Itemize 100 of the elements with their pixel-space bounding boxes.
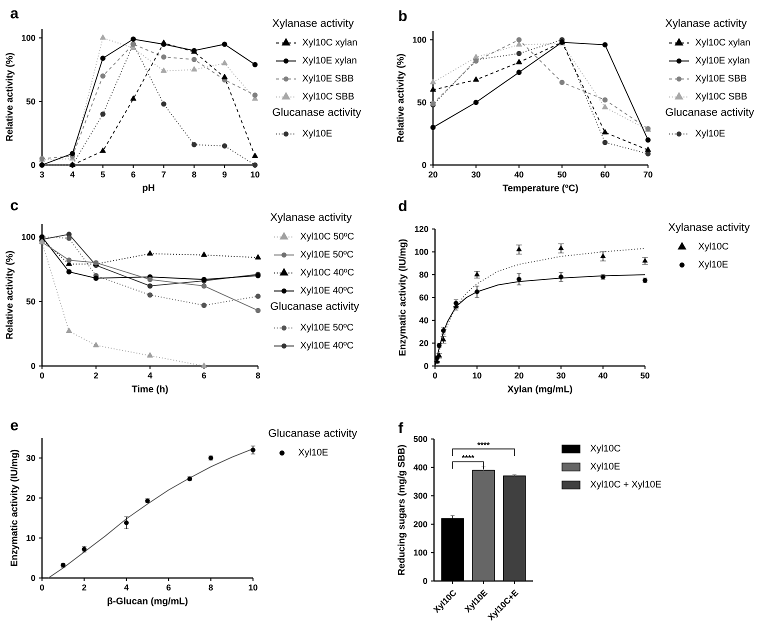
x-tick-label: 2 [82,584,86,590]
legend-title: Xylanase activity [665,18,747,30]
x-tick-label: 6 [166,584,171,590]
legend-label: Xyl10E [298,448,328,458]
y-axis-title: Relative activity (%) [6,53,15,141]
x-tick-label: 60 [600,172,610,178]
y-tick-label: 0 [31,162,36,168]
legend-title: Xylanase activity [270,212,352,224]
x-tick-label: 30 [556,372,566,379]
y-tick-label: 40 [419,317,428,324]
x-axis-title: Temperature (ºC) [502,184,578,194]
y-axis-title: Relative activity (%) [396,54,406,142]
legend-label: Xyl10C xylan [302,38,357,48]
x-tick-label: 10 [472,372,482,378]
x-axis-title: β-Glucan (mg/mL) [108,597,188,606]
legend-label: Xyl10E [698,260,728,270]
x-tick-label: 2 [94,372,98,378]
x-tick-label: 0 [40,584,44,590]
x-tick-label: 8 [192,172,196,178]
y-tick-label: 30 [26,455,36,462]
y-tick-label: 0 [422,162,426,168]
legend-label: Xyl10C SBB [695,92,747,102]
x-tick-label: 9 [222,172,227,178]
x-tick-label: 0 [40,372,44,378]
legend-label: Xyl10C [590,444,620,454]
chart-title: f [398,422,404,434]
x-tick-label: 5 [100,172,105,178]
y-tick-label: 400 [413,464,428,470]
legend-label: Xyl10C SBB [302,92,354,102]
y-tick-label: 100 [414,248,428,255]
x-tick-label: 10 [248,584,258,590]
legend-title: Glucanase activity [268,428,358,440]
x-tick-label: 10 [250,172,260,178]
legend-label: Xyl10C 50ºC [300,232,354,242]
x-tick-label: 0 [432,372,438,378]
x-tick-label: 70 [644,172,652,178]
y-tick-label: 500 [414,436,428,442]
y-tick-label: 0 [423,578,428,584]
legend-title: Xylanase activity [272,18,354,30]
x-tick-label: 20 [514,372,524,378]
chart-title: e [10,422,18,430]
x-tick-label: 8 [256,372,260,378]
y-axis-title: Relative activity (%) [6,251,15,339]
x-tick-label: 50 [558,172,566,178]
legend-title: Xylanase activity [668,222,750,234]
legend-label: Xyl10E xylan [302,56,356,66]
chart-title: c [10,202,18,210]
y-tick-label: 100 [22,34,36,41]
y-tick-label: 0 [31,575,36,581]
chart-title: b [399,10,407,22]
y-tick-label: 0 [424,363,428,369]
legend-label: Xyl10E [590,462,620,472]
y-axis-title: Reducing sugars (mg/g SBB) [398,445,407,575]
y-tick-label: 80 [419,272,428,278]
text: Glucanase activity [270,302,360,312]
y-axis-title: Enzymatic activity (IU/mg) [398,239,408,356]
legend-label: Xyl10E SBB [695,74,746,84]
y-tick-label: 200 [414,521,428,528]
x-axis-title: Time (h) [132,385,168,394]
x-tick-label: 20 [428,172,438,178]
x-tick-label: 4 [148,372,152,378]
legend-label: Xyl10C + Xyl10E [590,480,662,490]
chart-title: d [398,200,406,212]
y-tick-label: 100 [412,36,426,43]
y-tick-label: 300 [414,492,428,499]
legend-label: Xyl10C [698,242,728,252]
legend-label: Xyl10E 50ºC [300,324,354,332]
x-tick-label: 6 [202,372,206,378]
y-tick-label: 20 [26,495,36,501]
x-tick-label: 3 [40,172,44,178]
y-tick-label: 100 [414,550,428,556]
legend-label: Xyl10E 40ºC [300,286,354,296]
legend-label: Xyl10E SBB [302,74,354,84]
y-tick-label: 100 [22,234,36,240]
x-tick-label: 7 [162,172,166,178]
y-tick-label: 0 [31,363,36,369]
y-tick-label: 120 [414,226,428,232]
y-tick-label: 50 [26,98,36,104]
x-axis-title: pH [142,184,154,193]
x-axis-title: Xylan (mg/mL) [507,385,572,394]
text: Glucanase activity [272,108,362,118]
y-tick-label: 60 [419,294,428,300]
x-tick-label: 40 [514,172,524,178]
legend-label: Xyl10E 50ºC [300,250,354,260]
y-axis-title: Enzymatic activity (IU/mg) [10,450,20,566]
x-tick-label: 4 [124,584,129,590]
x-tick-label: 40 [598,372,608,378]
legend-label: Xyl10E [302,130,332,138]
legend-label: Xyl10E xylan [695,56,750,66]
legend-label: Xyl10E 40ºC [300,342,354,350]
x-tick-label: 50 [640,372,650,378]
legend-label: Xyl10E [695,130,725,138]
chart-title: a [10,10,19,18]
x-tick-label: 8 [208,584,213,590]
y-tick-label: 50 [26,298,36,304]
legend-label: Xyl10C xylan [695,38,750,48]
x-tick-label: 6 [131,172,136,178]
text: Glucanase activity [666,108,754,118]
y-tick-label: 20 [419,340,428,346]
legend-label: Xyl10C 40ºC [300,268,354,278]
